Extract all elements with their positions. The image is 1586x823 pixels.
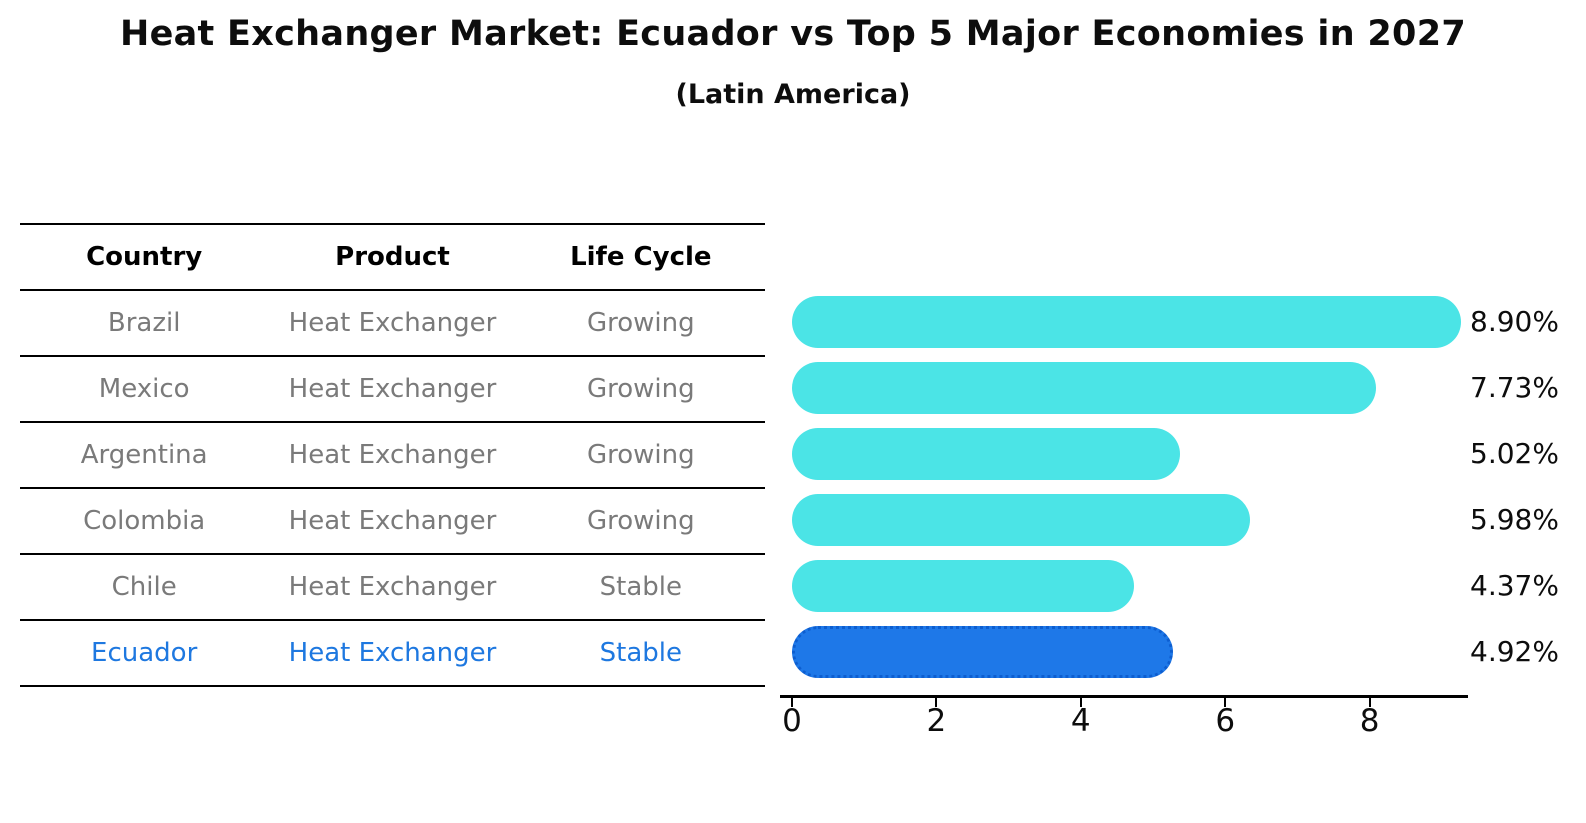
lifecycle-cell: Growing [586, 440, 695, 470]
country-cell: Ecuador [91, 638, 198, 668]
country-cell: Argentina [80, 440, 208, 470]
country-cell: Chile [111, 572, 177, 602]
table-row: Brazil Heat Exchanger Growing [20, 291, 765, 357]
x-axis-tick-mark [1368, 698, 1371, 707]
table-row: Argentina Heat Exchanger Growing [20, 423, 765, 489]
x-axis-tick-mark [1224, 698, 1227, 707]
chart-title: Heat Exchanger Market: Ecuador vs Top 5 … [119, 14, 1467, 54]
bar-value-label: 4.92% [1470, 635, 1559, 668]
bar-brazil [792, 296, 1461, 348]
x-axis-tick-mark [791, 698, 793, 707]
column-header-country: Country [86, 242, 203, 272]
table-row: Chile Heat Exchanger Stable [20, 555, 765, 621]
lifecycle-cell: Stable [599, 638, 682, 668]
lifecycle-cell: Growing [586, 374, 695, 404]
product-cell: Heat Exchanger [288, 308, 497, 338]
table-header-row: Country Product Life Cycle [20, 223, 765, 291]
chart-subtitle: (Latin America) [675, 79, 911, 110]
product-cell: Heat Exchanger [288, 572, 497, 602]
product-cell: Heat Exchanger [288, 440, 497, 470]
bar-value-label: 4.37% [1470, 569, 1559, 602]
bar-value-label: 5.98% [1470, 503, 1559, 536]
x-axis-tick-label: 2 [926, 703, 947, 739]
x-axis-tick-mark [1079, 698, 1082, 707]
lifecycle-cell: Growing [586, 308, 695, 338]
table-row: Mexico Heat Exchanger Growing [20, 357, 765, 423]
bar-value-label: 5.02% [1470, 437, 1559, 470]
bar-highlight-ecuador [792, 626, 1173, 678]
column-header-lifecycle: Life Cycle [570, 242, 712, 272]
x-axis-tick-mark [935, 698, 938, 707]
bar-value-label: 8.90% [1470, 305, 1559, 338]
table-row: Ecuador Heat Exchanger Stable [20, 621, 765, 687]
table-row: Colombia Heat Exchanger Growing [20, 489, 765, 555]
x-axis-line [780, 695, 1468, 698]
country-cell: Brazil [107, 308, 181, 338]
bar-value-label: 7.73% [1470, 371, 1559, 404]
column-header-product: Product [335, 242, 450, 272]
x-axis-tick-label: 8 [1359, 703, 1380, 739]
bar-chile [792, 560, 1134, 612]
product-cell: Heat Exchanger [288, 374, 497, 404]
x-axis-tick-label: 4 [1070, 703, 1091, 739]
x-axis-tick-label: 6 [1215, 703, 1236, 739]
country-table: Country Product Life Cycle Brazil Heat Ex… [20, 223, 765, 687]
country-cell: Colombia [83, 506, 206, 536]
product-cell: Heat Exchanger [288, 638, 497, 668]
bar-colombia [792, 494, 1250, 546]
bar-mexico [792, 362, 1376, 414]
country-cell: Mexico [98, 374, 190, 404]
product-cell: Heat Exchanger [288, 506, 497, 536]
lifecycle-cell: Growing [586, 506, 695, 536]
x-axis-tick-label: 0 [782, 703, 802, 739]
lifecycle-cell: Stable [599, 572, 682, 602]
bar-argentina [792, 428, 1180, 480]
